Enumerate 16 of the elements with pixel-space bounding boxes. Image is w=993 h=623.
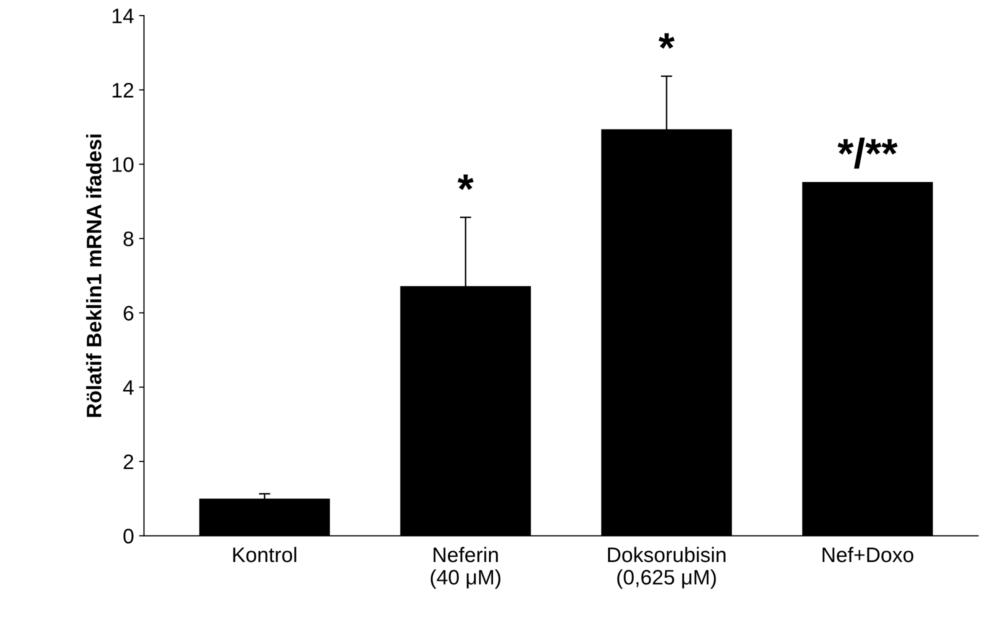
y-tick-label: 4 [123,380,134,395]
annotation: * [658,33,675,49]
annotation: */** [838,138,898,169]
y-tick-label: 2 [124,454,134,470]
y-tick-label: 8 [124,232,134,246]
x-tick-label: Nef+Doxo [822,546,914,562]
y-tick-label: 0 [123,528,134,544]
annotation: * [458,174,474,190]
x-tick-label: Kontrol [233,546,296,562]
y-tick-label: 12 [112,82,134,98]
y-tick-label: 6 [124,306,134,321]
y-tick-label: 10 [112,157,134,172]
y-axis-title: Rölatif Beklin1 mRNA ifadesi [86,134,102,417]
y-tick-label: 14 [112,8,134,24]
x-tick-label: Neferin (40 μM) [430,546,500,589]
x-tick-label: Doksorubisin (0,625 μM) [608,546,726,589]
